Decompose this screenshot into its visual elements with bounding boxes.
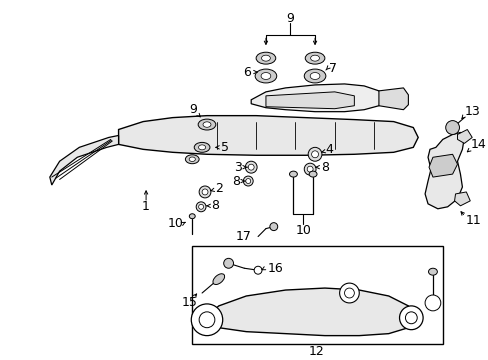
Ellipse shape xyxy=(198,119,215,130)
Text: 4: 4 xyxy=(325,143,333,156)
Circle shape xyxy=(191,304,222,336)
Ellipse shape xyxy=(256,52,275,64)
Circle shape xyxy=(198,204,203,209)
Ellipse shape xyxy=(309,72,319,80)
Text: 8: 8 xyxy=(320,161,328,174)
Text: 8: 8 xyxy=(210,199,219,212)
Text: 3: 3 xyxy=(234,161,242,174)
Ellipse shape xyxy=(198,145,205,150)
Polygon shape xyxy=(50,135,118,185)
Ellipse shape xyxy=(203,122,210,127)
Circle shape xyxy=(199,312,214,328)
Circle shape xyxy=(311,151,318,158)
Circle shape xyxy=(307,147,321,161)
Bar xyxy=(192,247,442,343)
Polygon shape xyxy=(424,132,464,209)
Text: 13: 13 xyxy=(464,105,479,118)
Polygon shape xyxy=(454,192,469,206)
Circle shape xyxy=(304,163,315,175)
Circle shape xyxy=(306,166,312,172)
Circle shape xyxy=(405,312,416,324)
Text: 9: 9 xyxy=(189,103,197,116)
Ellipse shape xyxy=(308,171,316,177)
Circle shape xyxy=(339,283,359,303)
Ellipse shape xyxy=(310,55,319,61)
Circle shape xyxy=(269,223,277,231)
Polygon shape xyxy=(457,130,471,143)
Text: 15: 15 xyxy=(181,296,197,310)
Text: 6: 6 xyxy=(243,66,251,78)
Text: 5: 5 xyxy=(220,141,228,154)
Circle shape xyxy=(245,179,250,184)
Ellipse shape xyxy=(261,72,270,80)
Text: 10: 10 xyxy=(295,224,310,237)
Text: 12: 12 xyxy=(308,345,324,358)
Circle shape xyxy=(445,121,459,135)
Circle shape xyxy=(344,288,354,298)
Text: 8: 8 xyxy=(232,175,240,188)
Circle shape xyxy=(199,186,210,198)
Circle shape xyxy=(202,189,207,195)
Text: 14: 14 xyxy=(469,138,485,151)
Ellipse shape xyxy=(194,143,209,152)
Circle shape xyxy=(223,258,233,268)
Text: 10: 10 xyxy=(167,217,183,230)
Polygon shape xyxy=(265,92,354,109)
Text: 9: 9 xyxy=(286,12,294,25)
Circle shape xyxy=(243,176,253,186)
Ellipse shape xyxy=(427,268,436,275)
Text: 2: 2 xyxy=(214,183,222,195)
Ellipse shape xyxy=(289,171,297,177)
Ellipse shape xyxy=(185,155,199,164)
Text: 7: 7 xyxy=(328,62,336,75)
Circle shape xyxy=(254,266,262,274)
Ellipse shape xyxy=(255,69,276,83)
Ellipse shape xyxy=(261,55,270,61)
Circle shape xyxy=(196,202,205,212)
Ellipse shape xyxy=(212,274,224,284)
Circle shape xyxy=(245,161,257,173)
Text: 11: 11 xyxy=(465,214,480,227)
Circle shape xyxy=(248,164,254,170)
Ellipse shape xyxy=(304,69,325,83)
Ellipse shape xyxy=(189,214,195,219)
Ellipse shape xyxy=(189,157,195,162)
Circle shape xyxy=(424,295,440,311)
Polygon shape xyxy=(251,84,383,112)
Ellipse shape xyxy=(305,52,324,64)
Polygon shape xyxy=(204,288,412,336)
Polygon shape xyxy=(378,88,407,110)
Text: 16: 16 xyxy=(267,262,283,275)
Text: 1: 1 xyxy=(142,200,150,213)
Circle shape xyxy=(399,306,422,330)
Polygon shape xyxy=(118,116,417,155)
Text: 17: 17 xyxy=(235,230,251,243)
Polygon shape xyxy=(428,154,457,177)
